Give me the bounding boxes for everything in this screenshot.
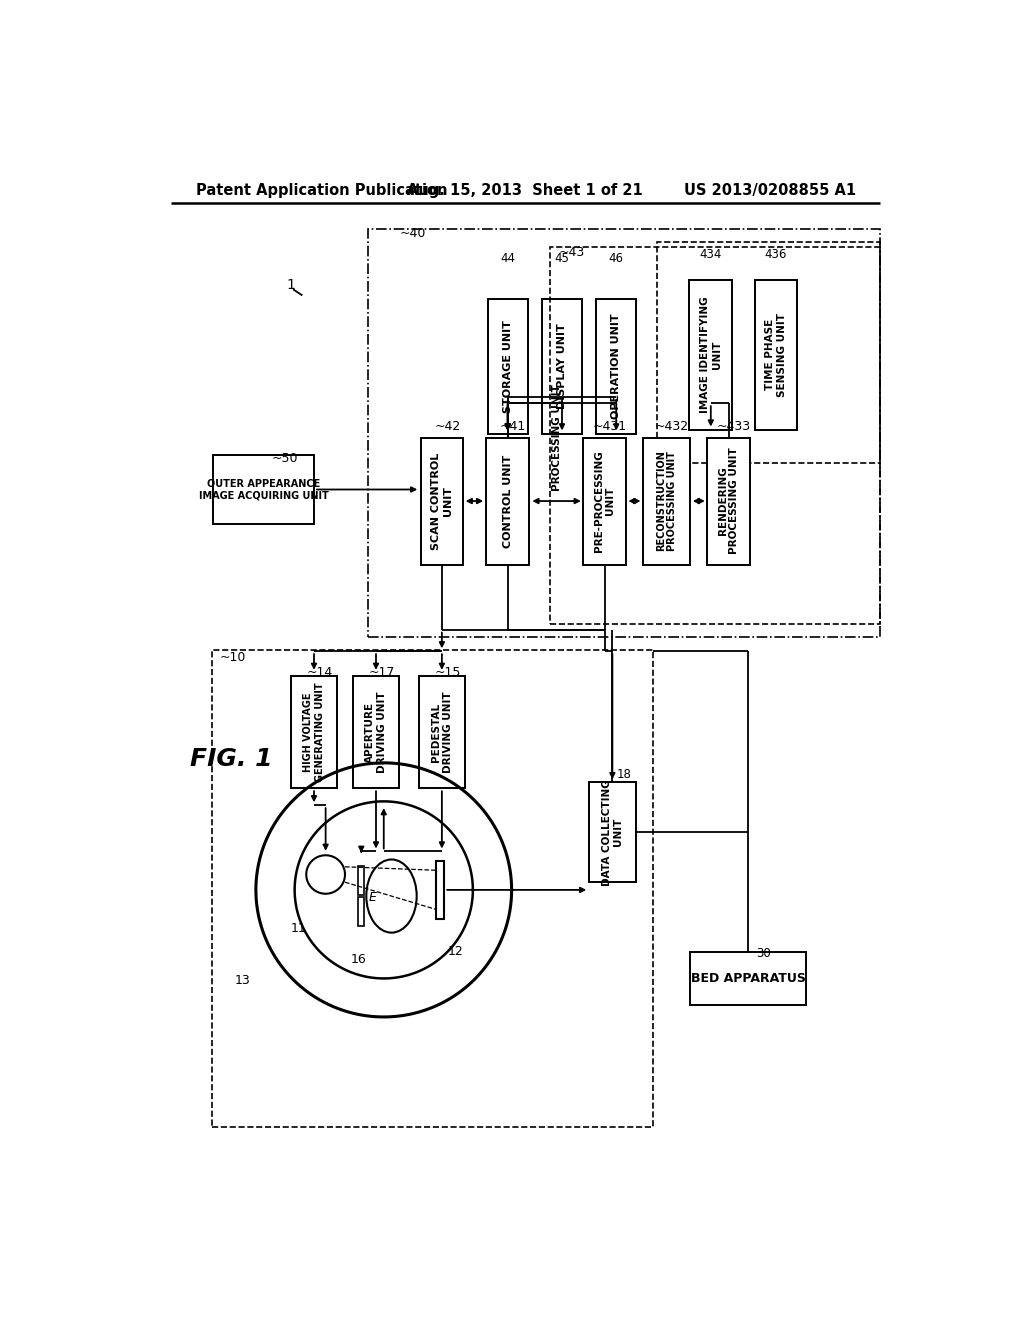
Text: 13: 13 [234,974,251,987]
Text: 436: 436 [765,248,787,261]
Text: ~17: ~17 [369,667,394,680]
Text: IMAGE IDENTIFYING
UNIT: IMAGE IDENTIFYING UNIT [700,297,722,413]
Bar [596,298,636,434]
Bar [690,952,806,1006]
Text: Aug. 15, 2013  Sheet 1 of 21: Aug. 15, 2013 Sheet 1 of 21 [407,183,643,198]
Bar [212,649,653,1127]
Text: ~42: ~42 [434,420,461,433]
Text: DATA COLLECTING
UNIT: DATA COLLECTING UNIT [601,779,624,886]
Bar [436,861,444,919]
Bar [708,437,750,565]
Bar [486,437,529,565]
Bar [291,676,337,788]
Bar [643,437,690,565]
Text: 46: 46 [608,252,624,265]
Bar [550,247,880,624]
Text: FIG. 1: FIG. 1 [190,747,272,771]
Bar [542,298,583,434]
Bar [421,437,463,565]
Text: SCAN CONTROL
UNIT: SCAN CONTROL UNIT [431,453,453,549]
Text: CONTROL UNIT: CONTROL UNIT [503,454,513,548]
Text: ~431: ~431 [593,420,627,433]
Text: E: E [369,891,376,904]
Text: APERTURE
DRIVING UNIT: APERTURE DRIVING UNIT [366,692,387,774]
Text: US 2013/0208855 A1: US 2013/0208855 A1 [684,183,856,198]
Text: BED APPARATUS: BED APPARATUS [690,972,806,985]
Bar [369,230,880,638]
Text: Patent Application Publication: Patent Application Publication [197,183,447,198]
Text: PEDESTAL
DRIVING UNIT: PEDESTAL DRIVING UNIT [431,692,453,774]
Text: 1: 1 [287,279,296,293]
Bar [358,866,365,895]
Text: ~50: ~50 [271,453,298,465]
Text: ~10: ~10 [219,651,246,664]
Bar [689,280,732,430]
Text: ~43: ~43 [558,246,585,259]
Text: 30: 30 [756,948,770,961]
Text: ~15: ~15 [434,667,461,680]
Text: OUTER APPEARANCE
IMAGE ACQUIRING UNIT: OUTER APPEARANCE IMAGE ACQUIRING UNIT [199,479,329,500]
Text: 44: 44 [501,252,515,265]
Text: ~14: ~14 [306,667,333,680]
Text: ~433: ~433 [717,420,752,433]
Text: PROCESSING UNIT: PROCESSING UNIT [552,384,561,491]
Text: OPERATION UNIT: OPERATION UNIT [611,313,622,420]
Text: 18: 18 [616,768,631,781]
Text: ~41: ~41 [500,420,526,433]
Bar [419,676,465,788]
Bar [213,455,314,524]
Text: 45: 45 [555,252,569,265]
Text: 12: 12 [447,945,463,958]
Text: 434: 434 [699,248,722,261]
Bar [589,781,636,882]
Text: 16: 16 [350,953,367,966]
Text: HIGH VOLTAGE
GENERATING UNIT: HIGH VOLTAGE GENERATING UNIT [303,682,325,781]
Bar [487,298,528,434]
Bar [584,437,626,565]
Bar [358,896,365,927]
Bar [755,280,798,430]
Text: TIME PHASE
SENSING UNIT: TIME PHASE SENSING UNIT [765,313,786,397]
Text: DISPLAY UNIT: DISPLAY UNIT [557,323,567,409]
Ellipse shape [367,859,417,933]
Text: STORAGE UNIT: STORAGE UNIT [503,319,513,413]
Text: ~40: ~40 [399,227,426,240]
Text: 11: 11 [291,921,306,935]
Bar [656,242,880,463]
Text: RENDERING
PROCESSING UNIT: RENDERING PROCESSING UNIT [718,447,739,554]
Bar [352,676,399,788]
Text: ~432: ~432 [655,420,689,433]
Text: RECONSTRUCTION
PROCESSING UNIT: RECONSTRUCTION PROCESSING UNIT [655,450,678,552]
Text: PRE-PROCESSING
UNIT: PRE-PROCESSING UNIT [594,450,615,552]
